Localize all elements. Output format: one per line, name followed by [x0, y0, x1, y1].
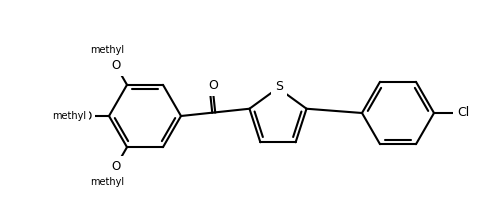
Text: S: S [275, 80, 283, 93]
Text: O: O [112, 160, 120, 173]
Text: methyl: methyl [52, 111, 86, 121]
Text: O: O [208, 79, 218, 92]
Text: O: O [112, 59, 120, 72]
Text: methyl: methyl [90, 45, 124, 55]
Text: O: O [82, 109, 92, 122]
Text: Cl: Cl [457, 107, 469, 120]
Text: methyl: methyl [90, 177, 124, 187]
